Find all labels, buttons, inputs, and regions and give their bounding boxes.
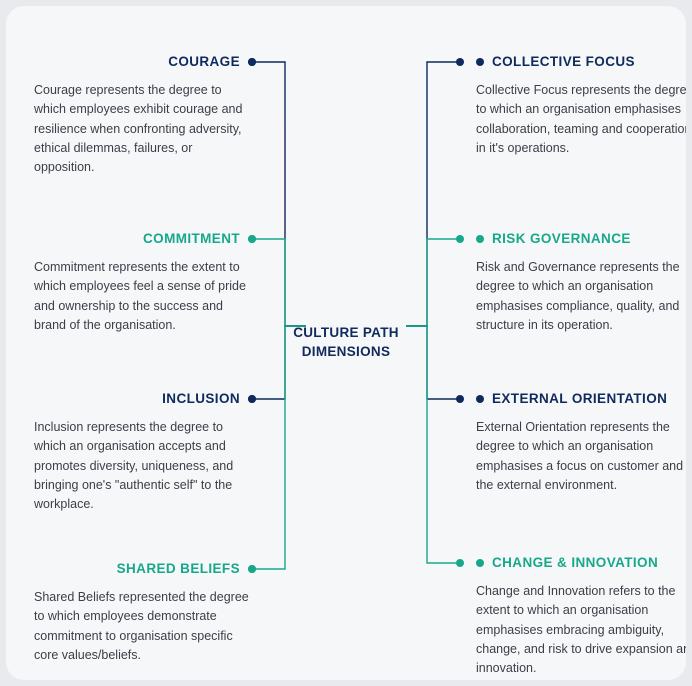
dimension-block: SHARED BELIEFS Shared Beliefs represented… [34,561,256,665]
dimension-title: RISK GOVERNANCE [492,231,631,248]
dimension-header: COURAGE [34,54,256,71]
connector-path [252,239,306,326]
dimension-description: Commitment represents the extent to whic… [34,258,256,336]
dimension-description: Inclusion represents the degree to which… [34,418,256,515]
connector-dot-icon [476,58,484,66]
connector-dot-icon [248,235,256,243]
connector-path [406,62,460,326]
dimension-block: COMMITMENT Commitment represents the exte… [34,231,256,335]
dimension-title: COURAGE [168,54,240,71]
dimension-title: COMMITMENT [143,231,240,248]
center-title: CULTURE PATH DIMENSIONS [293,324,399,362]
dimension-block: INCLUSION Inclusion represents the degree… [34,391,256,515]
dimension-header: RISK GOVERNANCE [476,231,686,248]
dimension-block: COURAGE Courage represents the degree to … [34,54,256,178]
dimension-header: COLLECTIVE FOCUS [476,54,686,71]
dimension-header: CHANGE & INNOVATION [476,555,686,572]
dimension-block: CHANGE & INNOVATION Change and Innovation… [476,555,686,679]
dimension-block: RISK GOVERNANCE Risk and Governance repre… [476,231,686,335]
dimension-header: COMMITMENT [34,231,256,248]
connector-dot-icon [456,235,464,243]
connector-dot-icon [248,395,256,403]
connector-path [406,239,460,326]
dimension-description: Change and Innovation refers to the exte… [476,582,686,679]
dimension-description: Collective Focus represents the degree t… [476,81,686,159]
dimension-description: Shared Beliefs represented the degree to… [34,588,256,666]
dimension-header: SHARED BELIEFS [34,561,256,578]
connector-dot-icon [456,58,464,66]
connector-dot-icon [476,559,484,567]
connector-path [252,326,306,569]
dimension-block: EXTERNAL ORIENTATION External Orientation… [476,391,686,495]
connector-dot-icon [248,58,256,66]
connector-path [406,326,460,563]
dimension-header: INCLUSION [34,391,256,408]
connector-path [406,326,460,399]
connector-dot-icon [476,235,484,243]
connector-dot-icon [456,559,464,567]
dimension-description: External Orientation represents the degr… [476,418,686,496]
diagram-card: CULTURE PATH DIMENSIONS COURAGE Courage r… [6,6,686,680]
dimension-title: CHANGE & INNOVATION [492,555,658,572]
dimension-title: INCLUSION [162,391,240,408]
connector-dot-icon [476,395,484,403]
dimension-title: COLLECTIVE FOCUS [492,54,635,71]
dimension-title: EXTERNAL ORIENTATION [492,391,667,408]
connector-path [252,62,306,326]
dimension-description: Courage represents the degree to which e… [34,81,256,178]
dimension-description: Risk and Governance represents the degre… [476,258,686,336]
dimension-header: EXTERNAL ORIENTATION [476,391,686,408]
dimension-block: COLLECTIVE FOCUS Collective Focus represe… [476,54,686,158]
connector-dot-icon [456,395,464,403]
connector-dot-icon [248,565,256,573]
dimension-title: SHARED BELIEFS [117,561,240,578]
